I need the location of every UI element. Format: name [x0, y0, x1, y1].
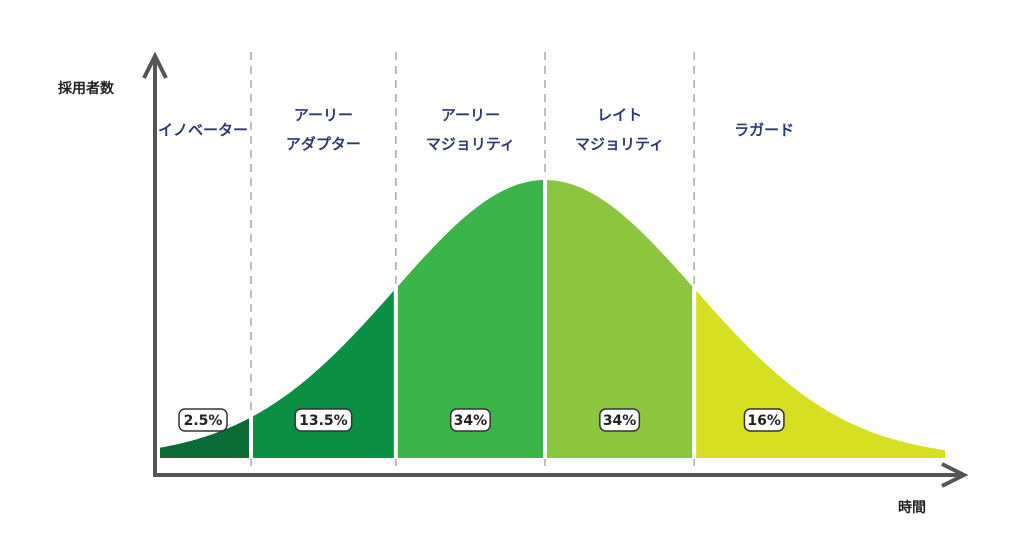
- value-label: 2.5%: [178, 408, 228, 432]
- value-label-text: 34%: [603, 413, 637, 429]
- value-label-text: 16%: [747, 413, 781, 429]
- label-box: [599, 408, 641, 432]
- label-box: [449, 408, 491, 432]
- y-axis-arrow: [142, 51, 168, 79]
- value-label: 16%: [743, 408, 785, 432]
- value-label-text: 13.5%: [299, 413, 348, 429]
- value-label: 34%: [449, 408, 491, 432]
- category-label: アーリー アダプター: [285, 106, 361, 153]
- value-label-text: 2.5%: [184, 413, 223, 429]
- segment: [694, 288, 945, 458]
- segment: [251, 288, 396, 458]
- segment: [395, 180, 545, 458]
- segment: [160, 417, 252, 458]
- y-axis-label: 採用者数: [58, 81, 114, 97]
- category-label: アーリー マジョリティ: [425, 106, 515, 153]
- x-axis-label: 時間: [898, 500, 926, 516]
- category-label: レイト マジョリティ: [575, 106, 665, 153]
- label-box: [178, 408, 228, 432]
- value-label: 13.5%: [294, 408, 353, 432]
- x-axis-arrow: [941, 462, 969, 488]
- segment: [545, 180, 695, 458]
- value-label-text: 34%: [454, 413, 488, 429]
- category-label: イノベーター: [157, 121, 248, 139]
- label-box: [743, 408, 785, 432]
- category-label: ラガード: [734, 121, 795, 139]
- value-label: 34%: [599, 408, 641, 432]
- label-box: [294, 408, 353, 432]
